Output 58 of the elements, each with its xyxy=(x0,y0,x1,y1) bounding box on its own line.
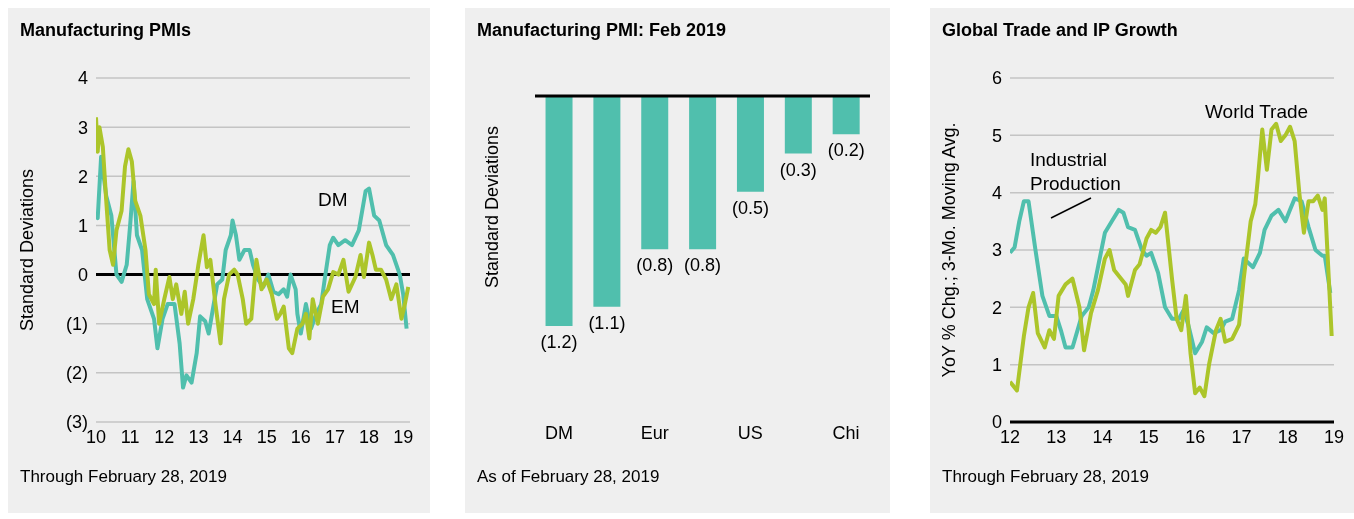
text: As of February 28, 2019 xyxy=(477,466,660,488)
x-tick-label: 16 xyxy=(1185,426,1206,447)
chart-title: Manufacturing PMIs xyxy=(20,20,192,41)
text: Through February 28, 2019 xyxy=(20,466,227,488)
y-tick-label: 5 xyxy=(991,125,1002,146)
y-tick-label: 4 xyxy=(991,183,1002,204)
data-label: (0.8) xyxy=(684,255,722,276)
y-tick-label: (2) xyxy=(66,363,88,384)
x-tick-label: Chi xyxy=(832,422,860,443)
y-tick-label: 3 xyxy=(991,240,1002,261)
series-label: DM xyxy=(318,188,348,212)
y-tick-label: (3) xyxy=(66,412,88,433)
data-label: (1.1) xyxy=(588,312,626,333)
data-label: (1.2) xyxy=(540,332,578,352)
x-tick-label: DM xyxy=(544,422,573,443)
chart-title: Global Trade and IP Growth xyxy=(942,20,1178,41)
y-tick-label: 1 xyxy=(77,215,88,236)
x-tick-label: 19 xyxy=(393,426,414,447)
x-tick-label: 11 xyxy=(120,426,140,447)
data-label: (0.8) xyxy=(636,255,674,276)
data-label: (0.2) xyxy=(827,140,865,161)
y-tick-label: (1) xyxy=(66,314,88,335)
y-tick-label: 3 xyxy=(77,117,88,138)
y-tick-label: 0 xyxy=(77,264,88,285)
x-tick-label: 15 xyxy=(256,426,277,447)
y-tick-label: 6 xyxy=(991,68,1002,89)
x-tick-label: 18 xyxy=(359,426,380,447)
y-axis-title: Standard Deviations xyxy=(482,125,503,289)
x-tick-label: 12 xyxy=(154,426,175,447)
y-tick-label: 4 xyxy=(77,68,88,89)
x-tick-label: 15 xyxy=(1138,426,1159,447)
x-tick-label: 17 xyxy=(324,426,345,447)
line-series xyxy=(96,115,410,356)
x-tick-label: 12 xyxy=(999,426,1021,447)
y-axis-title: Standard Deviations xyxy=(17,168,38,332)
x-tick-label: 13 xyxy=(188,426,209,447)
y-tick-label: 1 xyxy=(991,355,1002,376)
y-axis-title: YoY % Chg.; 3-Mo. Moving Avg. xyxy=(939,122,960,378)
line-series xyxy=(1010,121,1334,399)
y-tick-label: 0 xyxy=(991,412,1002,433)
series-label: World Trade xyxy=(1205,100,1309,124)
series-label: EM xyxy=(331,295,360,319)
x-tick-label: Eur xyxy=(640,422,669,443)
x-tick-label: 17 xyxy=(1231,426,1252,447)
x-tick-label: US xyxy=(737,422,763,443)
data-label: (0.5) xyxy=(731,197,769,218)
chart-title: Manufacturing PMI: Feb 2019 xyxy=(477,20,727,41)
y-tick-label: 2 xyxy=(991,297,1002,318)
x-tick-label: 14 xyxy=(222,426,243,447)
y-tick-label: 2 xyxy=(77,166,88,187)
data-label: (0.3) xyxy=(779,159,817,180)
x-tick-label: 19 xyxy=(1323,426,1345,447)
x-tick-label: 14 xyxy=(1092,426,1113,447)
x-tick-label: 16 xyxy=(290,426,311,447)
x-tick-label: 13 xyxy=(1046,426,1067,447)
series-label: Industrial Production xyxy=(1030,148,1122,196)
x-tick-label: 18 xyxy=(1277,426,1298,447)
text: Through February 28, 2019 xyxy=(942,466,1149,488)
